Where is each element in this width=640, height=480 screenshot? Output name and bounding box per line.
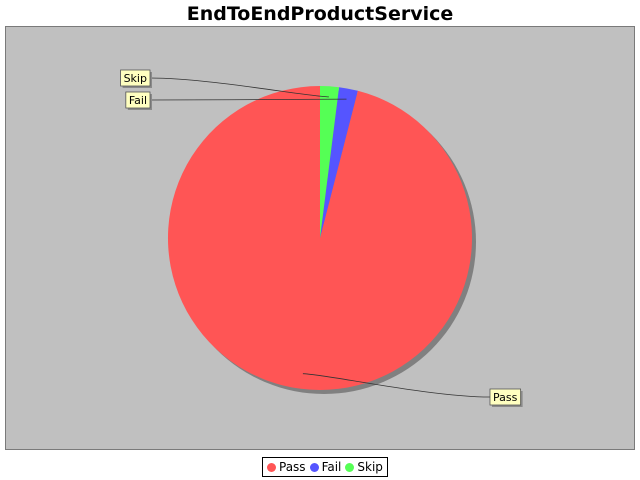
chart-title: EndToEndProductService bbox=[186, 3, 454, 25]
label-link-fail bbox=[149, 98, 347, 101]
pie-slice-skip[interactable] bbox=[320, 86, 340, 238]
label-link-skip bbox=[149, 77, 329, 98]
slice-label-box-skip bbox=[120, 69, 151, 87]
legend-item-pass: Pass bbox=[267, 460, 306, 474]
slice-label-fail: Fail bbox=[129, 94, 147, 107]
legend-swatch-fail bbox=[309, 462, 319, 472]
slice-label-pass: Pass bbox=[493, 391, 518, 404]
legend: Pass Fail Skip bbox=[262, 457, 388, 477]
pie-slice-fail[interactable] bbox=[320, 87, 358, 238]
slice-label-box-pass bbox=[489, 388, 522, 406]
legend-label-fail: Fail bbox=[321, 460, 342, 474]
legend-item-skip: Skip bbox=[345, 460, 383, 474]
label-link-pass bbox=[302, 373, 491, 398]
pie-slice-pass[interactable] bbox=[167, 86, 472, 390]
legend-swatch-pass bbox=[267, 462, 276, 472]
legend-label-pass: Pass bbox=[279, 460, 306, 474]
slice-label-skip: Skip bbox=[124, 72, 147, 85]
legend-label-skip: Skip bbox=[357, 460, 383, 474]
legend-swatch-skip bbox=[345, 462, 355, 472]
slice-label-box-fail bbox=[125, 91, 151, 109]
legend-item-fail: Fail bbox=[309, 460, 342, 474]
